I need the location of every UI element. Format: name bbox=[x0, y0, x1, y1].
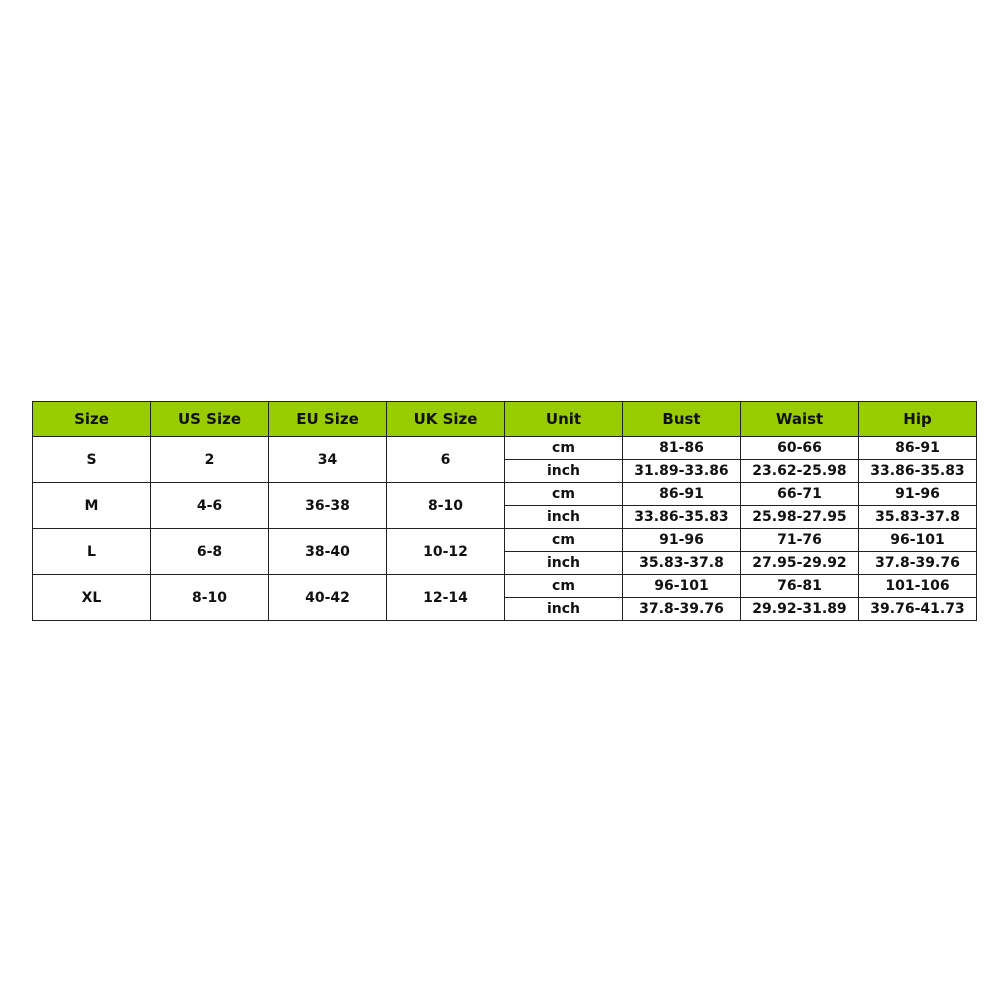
hip-cell: 101-106 bbox=[858, 574, 977, 598]
size-cell: S bbox=[32, 436, 151, 483]
unit-cell: cm bbox=[504, 528, 623, 552]
bust-cell: 91-96 bbox=[622, 528, 741, 552]
bust-cell: 33.86-35.83 bbox=[622, 505, 741, 529]
waist-cell: 25.98-27.95 bbox=[740, 505, 859, 529]
bust-cell: 37.8-39.76 bbox=[622, 597, 741, 621]
eu-size-cell: 36-38 bbox=[268, 482, 387, 529]
column-header: Waist bbox=[740, 401, 859, 437]
bust-cell: 31.89-33.86 bbox=[622, 459, 741, 483]
table-row: inch 35.83-37.8 27.95-29.92 37.8-39.76 bbox=[33, 551, 977, 575]
unit-cell: inch bbox=[504, 597, 623, 621]
hip-cell: 86-91 bbox=[858, 436, 977, 460]
waist-cell: 29.92-31.89 bbox=[740, 597, 859, 621]
column-header: Unit bbox=[504, 401, 623, 437]
waist-cell: 23.62-25.98 bbox=[740, 459, 859, 483]
hip-cell: 33.86-35.83 bbox=[858, 459, 977, 483]
bust-cell: 86-91 bbox=[622, 482, 741, 506]
waist-cell: 66-71 bbox=[740, 482, 859, 506]
table-row: inch 31.89-33.86 23.62-25.98 33.86-35.83 bbox=[33, 459, 977, 483]
unit-cell: inch bbox=[504, 505, 623, 529]
us-size-cell: 4-6 bbox=[150, 482, 269, 529]
table-row: M 4-6 36-38 8-10 cm 86-91 66-71 91-96 bbox=[32, 482, 977, 529]
waist-cell: 27.95-29.92 bbox=[740, 551, 859, 575]
size-chart-table: Size US Size EU Size UK Size Unit Bust Waist Hi… bbox=[32, 401, 977, 621]
us-size-cell: 8-10 bbox=[150, 574, 269, 621]
size-cell: L bbox=[32, 528, 151, 575]
bust-cell: 81-86 bbox=[622, 436, 741, 460]
bust-cell: 96-101 bbox=[622, 574, 741, 598]
hip-cell: 96-101 bbox=[858, 528, 977, 552]
waist-cell: 76-81 bbox=[740, 574, 859, 598]
unit-cell: cm bbox=[504, 574, 623, 598]
column-header: US Size bbox=[150, 401, 269, 437]
table-row: inch 33.86-35.83 25.98-27.95 35.83-37.8 bbox=[33, 505, 977, 529]
uk-size-cell: 12-14 bbox=[386, 574, 505, 621]
waist-cell: 71-76 bbox=[740, 528, 859, 552]
eu-size-cell: 40-42 bbox=[268, 574, 387, 621]
unit-cell: cm bbox=[504, 482, 623, 506]
hip-cell: 37.8-39.76 bbox=[858, 551, 977, 575]
uk-size-cell: 10-12 bbox=[386, 528, 505, 575]
table-row: inch 37.8-39.76 29.92-31.89 39.76-41.73 bbox=[33, 597, 977, 621]
hip-cell: 35.83-37.8 bbox=[858, 505, 977, 529]
eu-size-cell: 34 bbox=[268, 436, 387, 483]
size-cell: M bbox=[32, 482, 151, 529]
bust-cell: 35.83-37.8 bbox=[622, 551, 741, 575]
us-size-cell: 2 bbox=[150, 436, 269, 483]
column-header: UK Size bbox=[386, 401, 505, 437]
column-header: Size bbox=[32, 401, 151, 437]
us-size-cell: 6-8 bbox=[150, 528, 269, 575]
unit-cell: cm bbox=[504, 436, 623, 460]
unit-cell: inch bbox=[504, 459, 623, 483]
table-row: XL 8-10 40-42 12-14 cm 96-101 76-81 101-106 bbox=[32, 574, 977, 621]
waist-cell: 60-66 bbox=[740, 436, 859, 460]
eu-size-cell: 38-40 bbox=[268, 528, 387, 575]
hip-cell: 39.76-41.73 bbox=[858, 597, 977, 621]
table-row: L 6-8 38-40 10-12 cm 91-96 71-76 96-101 bbox=[32, 528, 977, 575]
size-cell: XL bbox=[32, 574, 151, 621]
uk-size-cell: 8-10 bbox=[386, 482, 505, 529]
column-header: Bust bbox=[622, 401, 741, 437]
unit-cell: inch bbox=[504, 551, 623, 575]
column-header: EU Size bbox=[268, 401, 387, 437]
column-header: Hip bbox=[858, 401, 977, 437]
hip-cell: 91-96 bbox=[858, 482, 977, 506]
header-row: Size US Size EU Size UK Size Unit Bust Waist Hi… bbox=[32, 401, 977, 437]
table-row: S 2 34 6 cm 81-86 60-66 86-91 bbox=[32, 436, 977, 483]
uk-size-cell: 6 bbox=[386, 436, 505, 483]
